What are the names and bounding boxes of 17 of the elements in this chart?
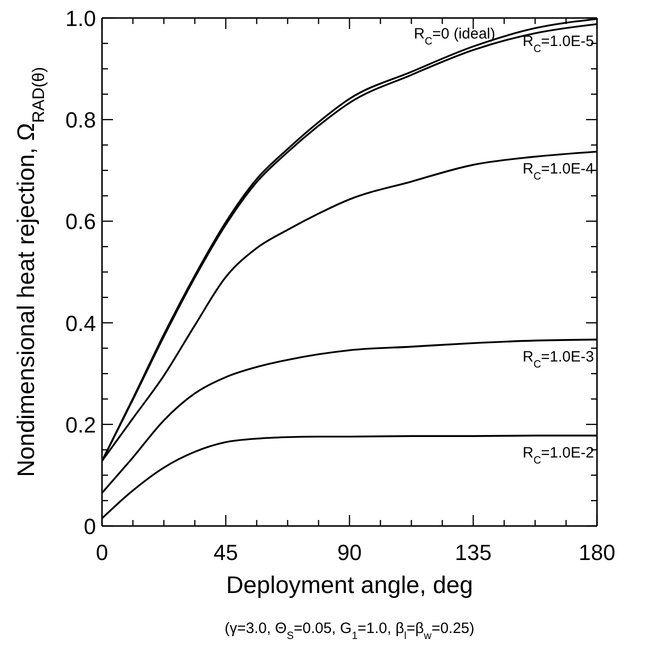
y-tick-label: 0 bbox=[84, 514, 96, 539]
y-tick-label: 0.2 bbox=[65, 412, 96, 438]
legend-label: R$_{C}$=1.0E-3 bbox=[522, 348, 594, 371]
legend-label: R$_{C}$=1.0E-4 bbox=[522, 160, 594, 183]
x-tick-label: 45 bbox=[214, 540, 238, 565]
legend-label: R$_{C}$=1.0E-2 bbox=[522, 444, 594, 467]
x-tick-label: 180 bbox=[578, 540, 616, 565]
x-axis-title: Deployment angle, deg bbox=[226, 572, 473, 599]
x-tick-label: 90 bbox=[337, 540, 362, 565]
text: (γ=3.0, Θ$_{S}$=0.05, G$_{1}$=1.0, β$_{l}$=β$_{w}$=0.25) bbox=[224, 620, 474, 642]
y-tick-label: 0.6 bbox=[65, 209, 96, 234]
y-tick-label: 0.8 bbox=[65, 108, 96, 133]
y-tick-label: 0.4 bbox=[65, 310, 96, 336]
legend-label: R$_{C}$=0 (ideal) bbox=[414, 25, 496, 48]
x-tick-label: 135 bbox=[454, 540, 492, 565]
legend-label: R$_{C}$=1.0E-5 bbox=[522, 33, 594, 56]
y-tick-label: 1.0 bbox=[65, 6, 96, 31]
